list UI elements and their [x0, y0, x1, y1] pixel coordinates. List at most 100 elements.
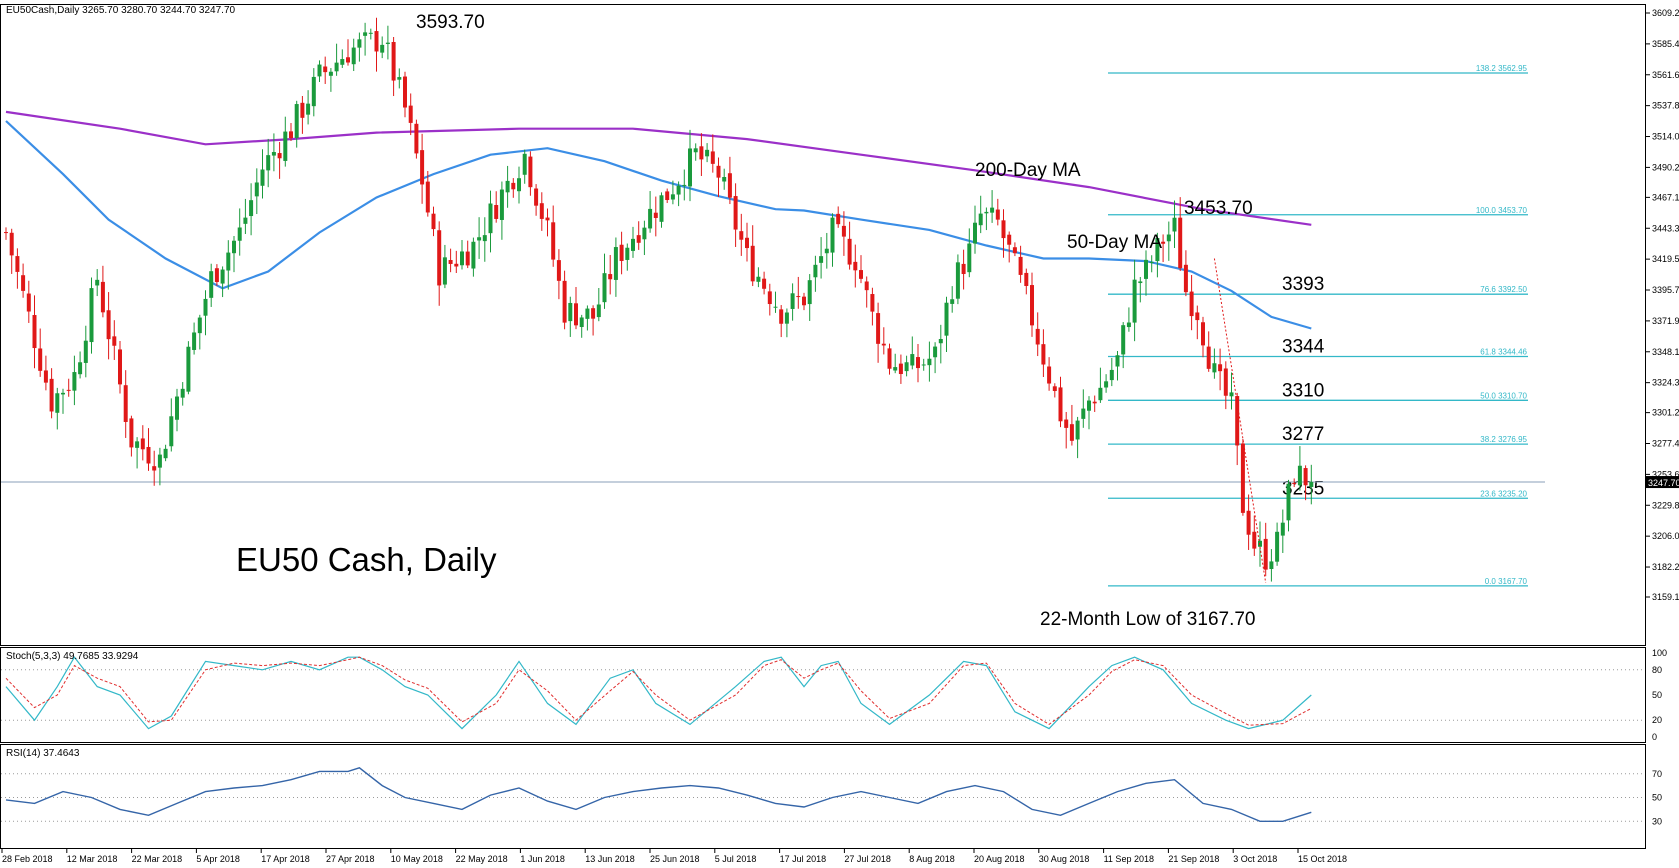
- candle-body: [1206, 346, 1211, 369]
- candle-body: [300, 102, 305, 118]
- candle-body: [591, 308, 596, 319]
- fib-tag-1: 100.0 3453.70: [1476, 206, 1528, 215]
- candle-body: [568, 302, 573, 322]
- candle-body: [49, 378, 54, 412]
- candle-body: [750, 245, 755, 282]
- candle-body: [631, 238, 635, 251]
- fib-tag-7: 0.0 3167.70: [1485, 577, 1528, 586]
- candle-body: [784, 312, 789, 324]
- candle-body: [431, 213, 436, 230]
- candle-body: [665, 191, 670, 201]
- fib-tag-4: 50.0 3310.70: [1480, 391, 1527, 400]
- candle-body: [38, 348, 43, 371]
- candle-body: [676, 185, 681, 195]
- candle-body: [1223, 368, 1228, 396]
- candle-body: [152, 466, 157, 471]
- rsi-tick-0: 70: [1652, 769, 1662, 779]
- time-axis: 28 Feb 2018 12 Mar 2018 22 Mar 2018 5 Apr 2…: [1, 848, 1347, 864]
- candle-body: [214, 268, 219, 283]
- candle-body: [1092, 401, 1097, 404]
- candle-body: [653, 212, 658, 218]
- candle-body: [990, 207, 995, 213]
- candle-body: [699, 146, 704, 160]
- candle-body: [471, 241, 476, 269]
- candle-body: [836, 213, 841, 225]
- candle-body: [596, 304, 601, 318]
- candle-body: [146, 446, 151, 464]
- candle-body: [916, 357, 920, 369]
- stoch-tick-1: 80: [1652, 665, 1662, 675]
- stoch-panel: [0, 647, 1646, 743]
- candle-body: [368, 32, 373, 34]
- candle-body: [944, 302, 949, 336]
- candle-body: [249, 200, 254, 217]
- price-tick-label-6: 3467.10: [1652, 192, 1679, 202]
- candle-body: [346, 57, 350, 63]
- candle-body: [385, 42, 390, 44]
- candle-body: [499, 189, 504, 220]
- candle-body: [1007, 234, 1012, 245]
- price-tick-label-11: 3348.10: [1652, 347, 1679, 357]
- candle-body: [437, 230, 442, 286]
- candle-body: [613, 247, 618, 280]
- time-tick-label-12: 17 Jul 2018: [780, 854, 827, 864]
- candle-body: [978, 213, 983, 226]
- candle-body: [1212, 363, 1217, 373]
- candle-body: [186, 346, 191, 392]
- candle-body: [460, 251, 464, 266]
- candle-body: [1240, 443, 1245, 513]
- candle-body: [511, 182, 516, 190]
- candle-body: [220, 269, 225, 284]
- time-tick-label-15: 20 Aug 2018: [974, 854, 1025, 864]
- price-tick-label-18: 3182.20: [1652, 562, 1679, 572]
- candle-body: [391, 42, 396, 81]
- candle-body: [767, 291, 772, 305]
- candle-body: [756, 276, 761, 282]
- price-tick-label-17: 3206.00: [1652, 531, 1679, 541]
- candle-body: [585, 308, 590, 319]
- candle-body: [1161, 241, 1166, 244]
- rsi-label: RSI(14) 37.4643: [6, 748, 80, 759]
- candle-body: [1292, 482, 1297, 484]
- candle-body: [636, 235, 641, 243]
- candle-body: [294, 104, 299, 138]
- candle-body: [910, 354, 915, 366]
- candle-body: [796, 296, 801, 298]
- candle-body: [4, 232, 8, 234]
- candle-body: [1178, 217, 1183, 269]
- time-tick-label-2: 22 Mar 2018: [132, 854, 183, 864]
- candle-body: [807, 280, 812, 305]
- candle-body: [1149, 261, 1154, 263]
- candle-body: [448, 260, 453, 264]
- candle-body: [1297, 465, 1302, 486]
- fib-tag-0: 138.2 3562.95: [1476, 64, 1528, 73]
- candle-body: [129, 418, 134, 448]
- candle-body: [420, 150, 425, 185]
- candle-body: [1201, 322, 1205, 346]
- candle-body: [830, 217, 835, 253]
- candle-body: [898, 363, 903, 375]
- candle-body: [254, 182, 259, 197]
- candle-body: [328, 71, 333, 76]
- candle-body: [551, 222, 556, 260]
- candle-body: [505, 180, 510, 193]
- candle-body: [1081, 408, 1086, 419]
- candle-body: [157, 454, 162, 468]
- candle-body: [859, 270, 863, 279]
- candle-body: [283, 131, 288, 161]
- stoch-signal-line: [5, 656, 1312, 726]
- candle-body: [203, 298, 208, 316]
- time-tick-label-4: 17 Apr 2018: [261, 854, 310, 864]
- candle-body: [9, 232, 14, 256]
- candle-body: [539, 203, 544, 219]
- candle-body: [260, 169, 265, 186]
- candle-body: [995, 209, 1000, 220]
- candle-body: [488, 203, 493, 234]
- candle-body: [1269, 561, 1274, 570]
- candle-body: [1246, 510, 1251, 535]
- candle-body: [579, 317, 584, 328]
- candle-body: [317, 64, 322, 77]
- candle-body: [716, 165, 721, 178]
- candle-body: [454, 263, 459, 267]
